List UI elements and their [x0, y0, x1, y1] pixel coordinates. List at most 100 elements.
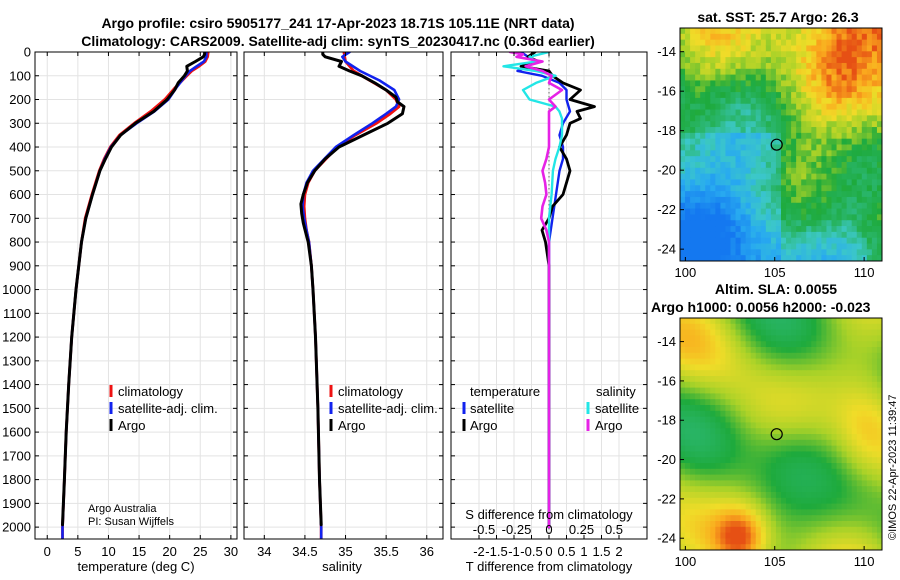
map-cell: [775, 405, 782, 412]
legend-s-satellite-label: satellite: [595, 401, 639, 416]
map-cell: [841, 503, 848, 510]
map-cell: [866, 457, 873, 464]
map-cell: [861, 381, 868, 389]
map-cell: [796, 387, 802, 394]
map-cell: [765, 318, 772, 325]
map-cell: [856, 445, 863, 452]
map-cell: [680, 80, 686, 87]
map-cell: [791, 243, 797, 250]
map-cell: [796, 57, 802, 64]
map-cell: [861, 463, 868, 470]
map-cell: [791, 335, 797, 342]
map-cell: [700, 526, 706, 534]
map-cell: [821, 237, 828, 245]
map-cell: [836, 387, 843, 394]
map-cell: [755, 62, 762, 70]
map-cell: [846, 109, 853, 116]
map-cell: [680, 515, 686, 522]
map-cell: [846, 515, 853, 522]
map-cell: [866, 121, 873, 128]
map-cell: [826, 161, 833, 169]
map-cell: [791, 323, 797, 331]
map-cell: [700, 33, 706, 41]
map-cell: [796, 451, 802, 458]
map-cell: [851, 80, 858, 87]
x-tick-label: 35.5: [373, 544, 398, 559]
map-cell: [755, 486, 762, 493]
map-cell: [685, 255, 691, 261]
map-cell: [725, 255, 732, 261]
map-cell: [715, 144, 721, 151]
map-cell: [781, 492, 787, 499]
map-cell: [735, 68, 742, 76]
map-cell: [700, 202, 706, 210]
map-cell: [765, 161, 772, 169]
map-cell: [690, 214, 696, 221]
map-cell: [695, 387, 701, 394]
map-cell: [866, 249, 873, 256]
map-cell: [856, 97, 863, 105]
map-cell: [760, 526, 767, 534]
map-cell: [841, 220, 848, 227]
map-cell: [831, 161, 838, 169]
map-cell: [745, 74, 752, 82]
map-cell: [826, 521, 833, 528]
map-cell: [730, 335, 737, 342]
map-cell: [750, 492, 757, 499]
map-cell: [781, 364, 787, 371]
map-cell: [841, 45, 848, 52]
map-cell: [786, 173, 792, 181]
map-cell: [760, 347, 767, 354]
map-cell: [690, 74, 696, 82]
map-cell: [770, 255, 777, 261]
map-cell: [846, 387, 853, 394]
map-cell: [725, 191, 732, 198]
map-cell: [705, 318, 711, 325]
map-cell: [871, 463, 878, 470]
map-cell: [725, 497, 732, 505]
map-cell: [836, 68, 843, 76]
map-cell: [806, 347, 812, 354]
map-cell: [745, 214, 752, 221]
map-cell: [735, 376, 742, 383]
map-cell: [740, 208, 747, 215]
map-cell: [826, 109, 833, 116]
map-cell: [750, 521, 757, 528]
map-cell: [861, 202, 868, 210]
map-cell: [750, 451, 757, 458]
map-cell: [801, 237, 807, 245]
map-cell: [710, 156, 716, 163]
map-cell: [730, 526, 737, 534]
map-cell: [791, 503, 797, 510]
map-cell: [851, 243, 858, 250]
map-cell: [791, 526, 797, 534]
map-cell: [806, 358, 812, 365]
map-cell: [791, 179, 797, 186]
map-cell: [740, 410, 747, 418]
map-cell: [851, 376, 858, 383]
map-cell: [781, 532, 787, 539]
map-cell: [690, 405, 696, 412]
map-cell: [690, 509, 696, 516]
map-cell: [826, 51, 833, 58]
map-cell: [816, 68, 822, 76]
map-cell: [700, 121, 706, 128]
map-cell: [760, 220, 767, 227]
map-cell: [841, 86, 848, 93]
map-cell: [685, 39, 691, 47]
map-cell: [710, 28, 716, 35]
map-cell: [876, 208, 882, 215]
map-cell: [760, 521, 767, 528]
map-cell: [876, 103, 882, 111]
map-cell: [836, 526, 843, 534]
map-cell: [710, 109, 716, 116]
map-cell: [770, 323, 777, 331]
map-cell: [826, 410, 833, 418]
map-cell: [781, 33, 787, 41]
map-cell: [831, 231, 838, 239]
map-cell: [750, 97, 757, 105]
map-cell: [700, 503, 706, 510]
map-cell: [765, 115, 772, 122]
map-cell: [816, 538, 822, 545]
map-cell: [876, 45, 882, 52]
